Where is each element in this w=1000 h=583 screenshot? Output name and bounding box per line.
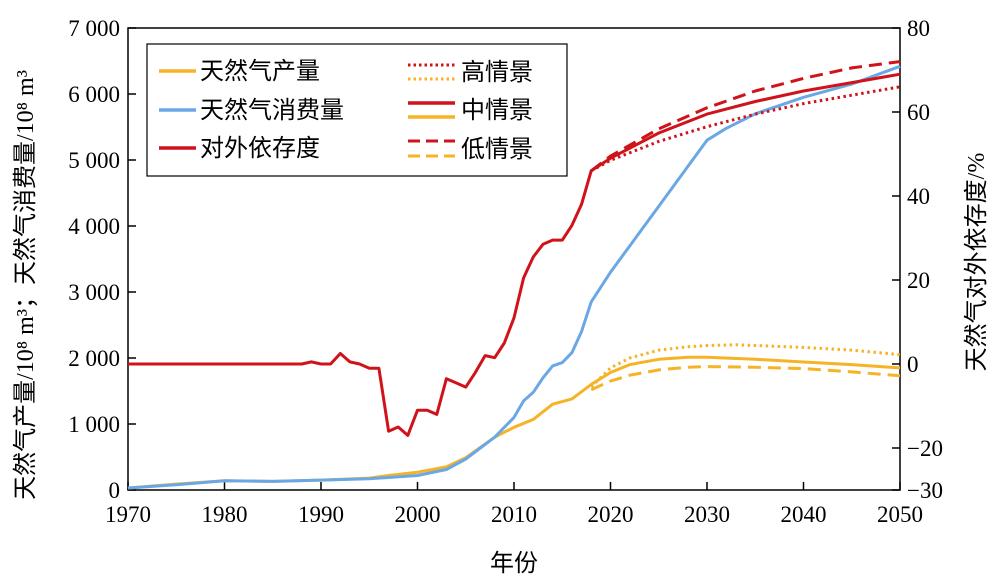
x-tick-label-1980: 1980 (202, 502, 248, 527)
x-tick-label-1990: 1990 (298, 502, 344, 527)
y-right-tick-label-80: 80 (907, 16, 930, 41)
legend-label-dependency: 对外依存度 (200, 135, 320, 162)
y-left-tick-label-7000: 7 000 (68, 16, 120, 41)
series-line-production_low (590, 365, 901, 392)
ticks-group (127, 27, 901, 491)
series-line-consumption (127, 64, 901, 490)
x-tick-label-2030: 2030 (684, 502, 730, 527)
x-tick-label-2020: 2020 (588, 502, 634, 527)
left-axis-title: 天然气产量/10⁸ m³；天然气消费量/10⁸ m³ (12, 70, 39, 500)
right-axis-title: 天然气对外依存度/% (963, 153, 990, 372)
legend-label-consumption: 天然气消费量 (200, 97, 344, 124)
series-line-production (127, 355, 901, 490)
series-line-dependency_high (590, 85, 901, 173)
legend-label-high: 高情景 (461, 59, 533, 86)
legend-label-mid: 中情景 (461, 97, 533, 124)
y-right-tick-label-40: 40 (907, 184, 930, 209)
y-right-tick-label-60: 60 (907, 100, 930, 125)
x-tick-label-2040: 2040 (781, 502, 827, 527)
x-axis-title: 年份 (490, 550, 538, 577)
x-tick-label-2010: 2010 (491, 502, 537, 527)
x-tick-label-1970: 1970 (105, 502, 151, 527)
y-right-tick-label-20: 20 (907, 268, 930, 293)
y-left-tick-label-1000: 1 000 (68, 412, 120, 437)
legend: 天然气产量 天然气消费量 对外依存度 高情景 中情景 低情景 (146, 43, 568, 177)
series-line-dependency (128, 72, 901, 437)
y-right-tick-label-0: 0 (907, 352, 919, 377)
y-left-tick-label-6000: 6 000 (68, 82, 120, 107)
y-left-tick-label-4000: 4 000 (68, 214, 120, 239)
series-line-production_high (590, 343, 901, 389)
legend-label-low: 低情景 (461, 136, 533, 163)
y-left-tick-label-3000: 3 000 (68, 280, 120, 305)
series-lines-group (127, 60, 901, 490)
y-left-tick-label-0: 0 (109, 478, 121, 503)
y-left-tick-label-2000: 2 000 (68, 346, 120, 371)
y-right-tick-label--20: −20 (907, 436, 943, 461)
y-right-tick-label--30: −30 (907, 478, 943, 503)
x-tick-label-2050: 2050 (877, 502, 923, 527)
legend-box (146, 43, 568, 177)
y-left-tick-label-5000: 5 000 (68, 148, 120, 173)
legend-label-production: 天然气产量 (200, 58, 320, 85)
x-tick-label-2000: 2000 (395, 502, 441, 527)
